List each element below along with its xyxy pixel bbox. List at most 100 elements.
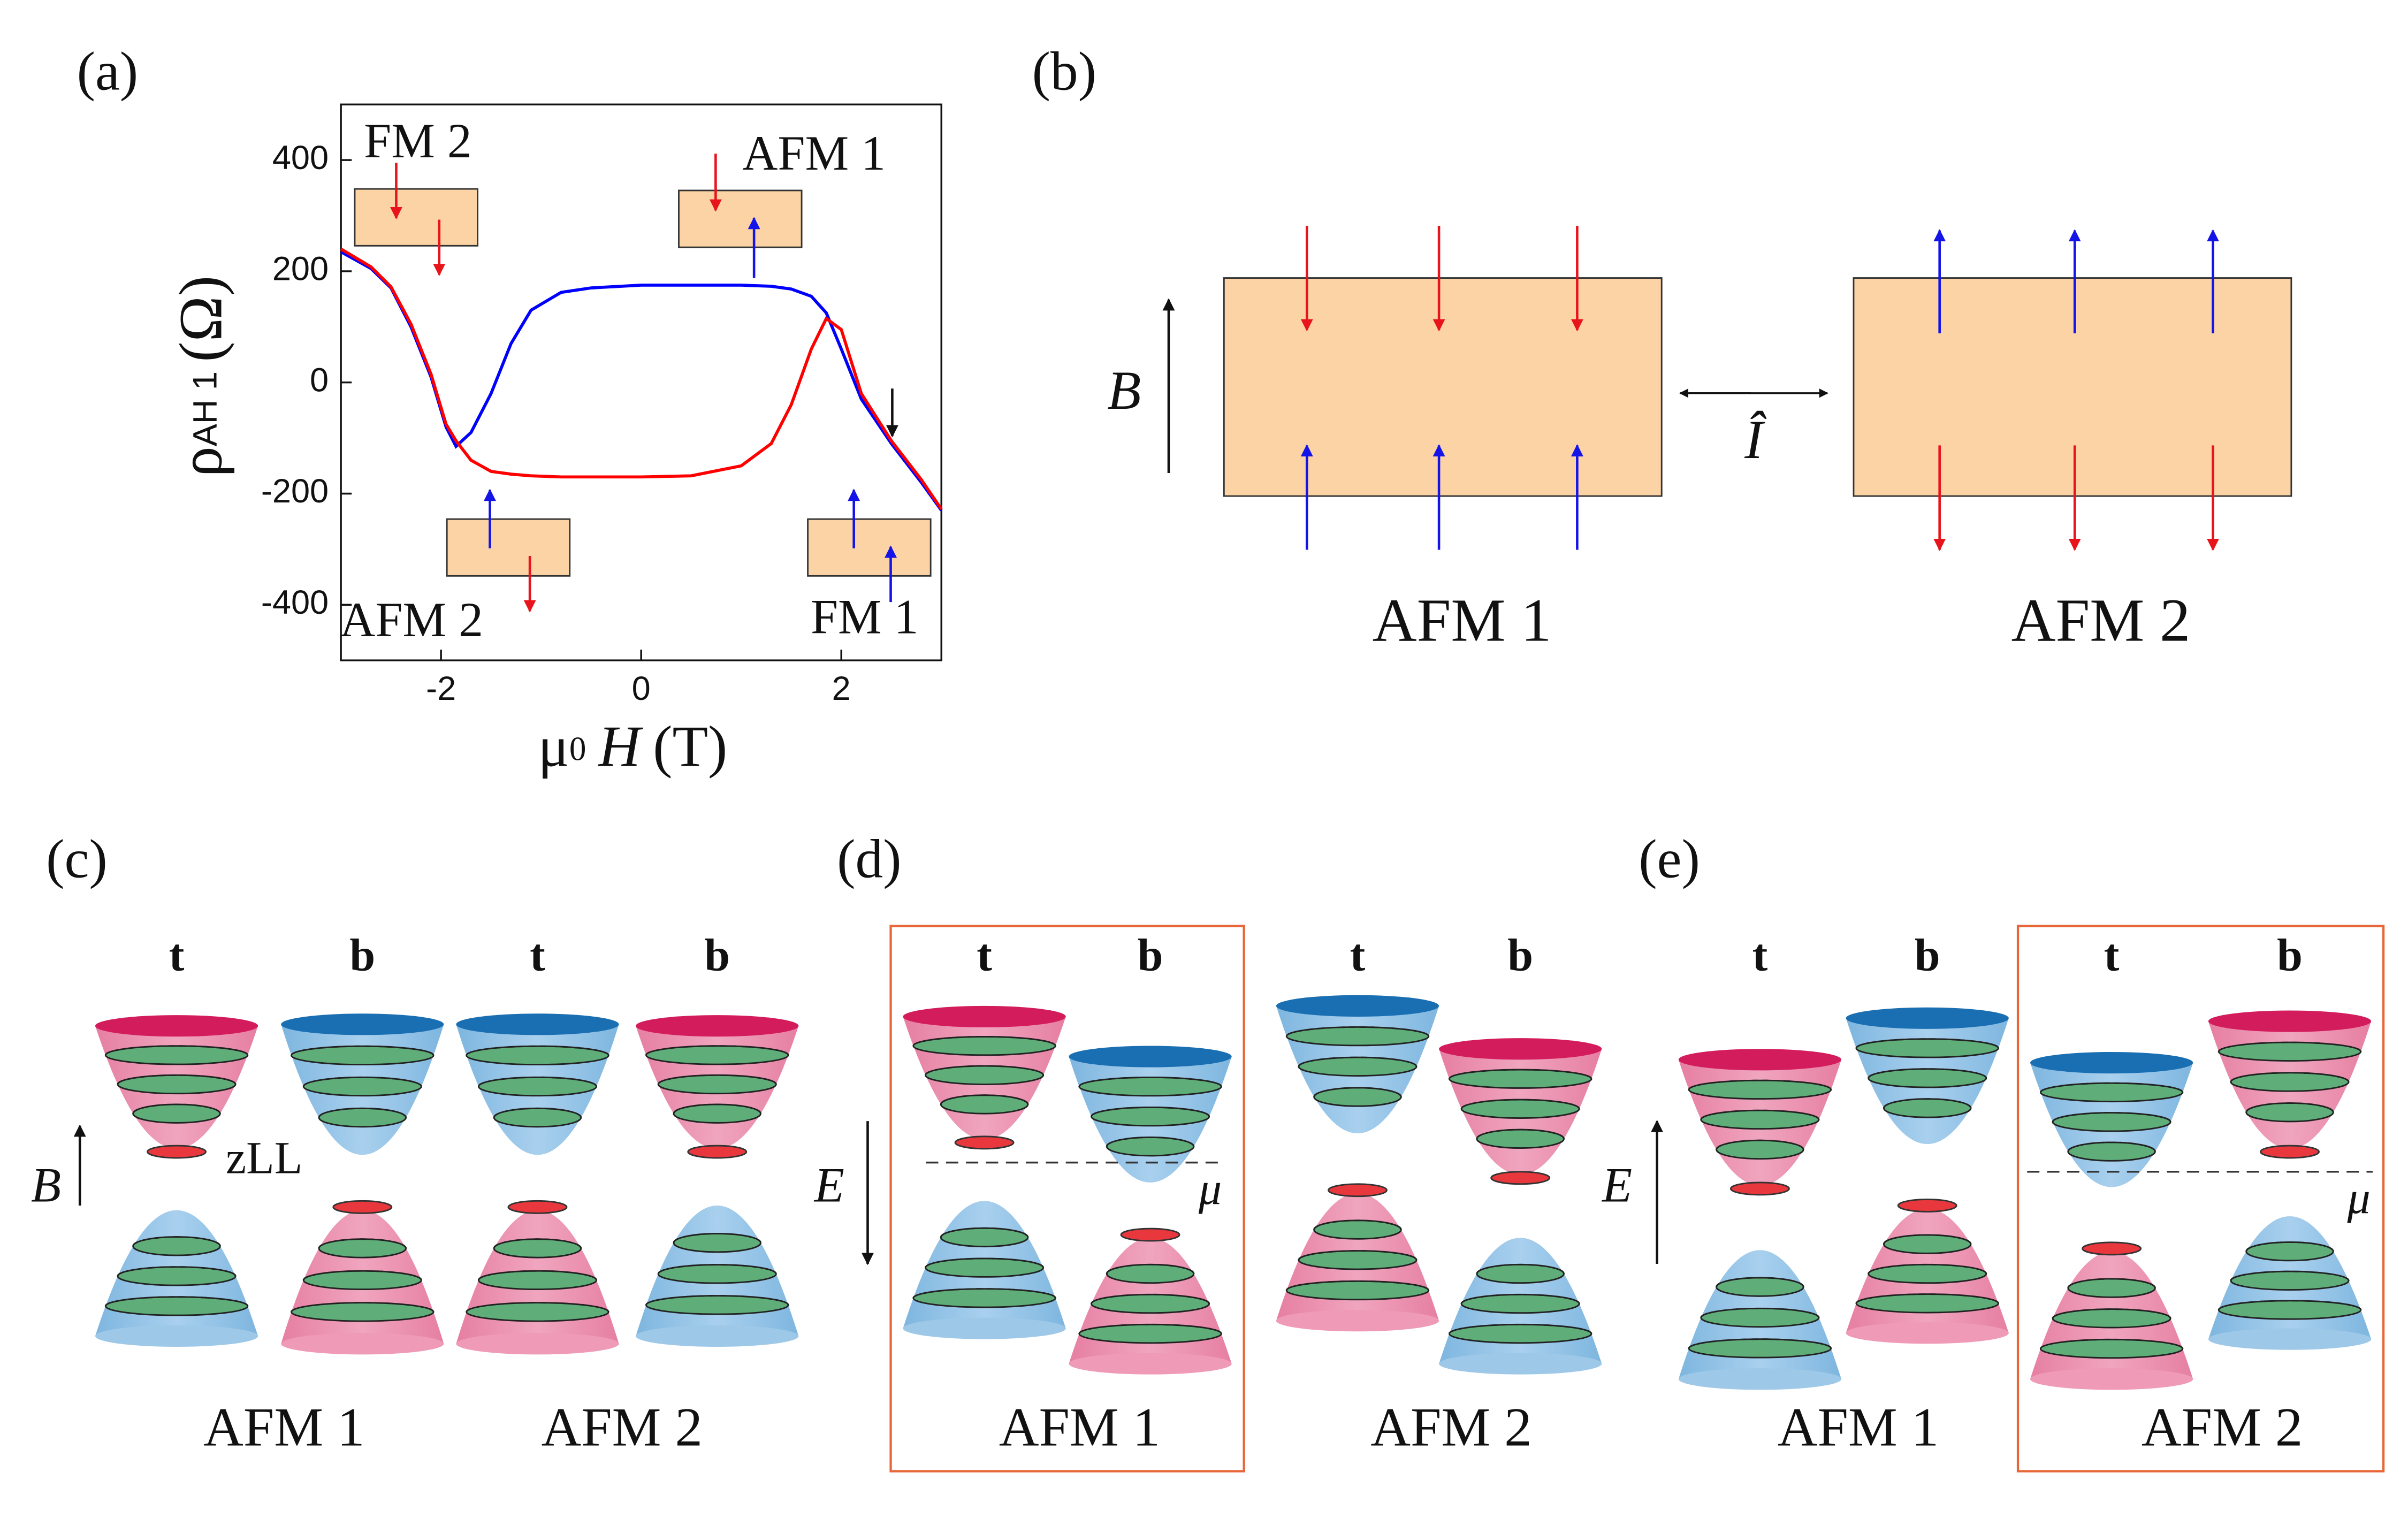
sample-box — [1223, 277, 1663, 497]
label: t — [2104, 929, 2120, 981]
label: b — [1915, 929, 1940, 981]
cone-base — [1276, 1310, 1439, 1332]
data-line — [340, 247, 943, 510]
landau-level-back — [2245, 1102, 2334, 1112]
landau-level-back — [1883, 1098, 1972, 1109]
highlight-box — [2016, 925, 2385, 1473]
landau-level-back — [1313, 1087, 1402, 1097]
landau-level-back — [318, 1238, 407, 1249]
x-axis-label-part: H — [597, 714, 643, 779]
cone-base — [1678, 1368, 1842, 1390]
y-tick-label: 200 — [272, 250, 329, 288]
label: t — [1350, 929, 1366, 981]
zero-landau-level — [2082, 1241, 2142, 1256]
plot-frame — [340, 103, 942, 661]
landau-level-back — [673, 1233, 761, 1243]
label: AFM 2 — [2142, 1397, 2303, 1458]
landau-level — [1868, 1263, 1987, 1284]
zero-landau-level — [2260, 1145, 2320, 1159]
cone-cap — [1276, 995, 1439, 1017]
label: AFM 2 — [542, 1397, 703, 1458]
zero-landau-level — [1490, 1171, 1551, 1185]
landau-level-back — [1106, 1137, 1195, 1147]
zero-landau-level — [954, 1135, 1015, 1150]
cone-base — [903, 1317, 1066, 1339]
landau-level-back — [1106, 1263, 1195, 1274]
landau-level-back — [1313, 1219, 1402, 1230]
landau-level-back — [1883, 1234, 1972, 1245]
landau-level-back — [940, 1094, 1029, 1105]
label: b — [704, 929, 730, 981]
label: (a) — [77, 41, 139, 102]
cone-base — [1069, 1353, 1232, 1375]
label: B — [1107, 360, 1141, 421]
sample-box — [354, 188, 478, 247]
highlight-box — [889, 925, 1245, 1473]
label: AFM 1 — [1778, 1397, 1939, 1458]
landau-level-back — [1476, 1263, 1565, 1274]
landau-level-back — [1716, 1139, 1804, 1150]
label: (d) — [837, 829, 901, 890]
cone-base — [1846, 1322, 2009, 1344]
cone-base — [2208, 1328, 2372, 1350]
label: AFM 2 — [2011, 586, 2191, 654]
landau-level-back — [1476, 1128, 1565, 1139]
label: t — [169, 929, 185, 981]
sample-box — [678, 189, 803, 248]
cone-base — [281, 1333, 444, 1355]
label: b — [1138, 929, 1163, 981]
cone-cap — [456, 1013, 619, 1035]
data-line — [340, 250, 943, 512]
landau-level-back — [1716, 1277, 1804, 1287]
landau-level-back — [940, 1227, 1029, 1238]
y-tick-label: -400 — [261, 584, 329, 621]
label: μ — [1198, 1163, 1222, 1214]
zero-landau-level — [687, 1145, 748, 1159]
label: μ — [2347, 1172, 2371, 1223]
x-tick-label: -2 — [426, 670, 456, 707]
cone-cap — [1439, 1038, 1602, 1060]
zero-landau-level — [147, 1145, 207, 1159]
x-axis-label-part: 0 — [569, 730, 586, 768]
cone-cap — [2208, 1010, 2372, 1032]
y-axis-label-part: (Ω) — [167, 276, 235, 362]
y-tick-label: 400 — [272, 139, 329, 177]
cone-base — [456, 1333, 619, 1355]
label: B — [31, 1157, 61, 1212]
y-tick-label: -200 — [261, 472, 329, 510]
zero-landau-level — [507, 1200, 568, 1214]
x-tick-label: 2 — [832, 670, 851, 707]
landau-level-back — [2067, 1141, 2156, 1152]
label: E — [813, 1157, 844, 1212]
label: b — [1507, 929, 1533, 981]
label: zLL — [226, 1132, 302, 1183]
zero-landau-level — [1120, 1227, 1180, 1242]
landau-level-back — [132, 1236, 221, 1247]
label: AFM 1 — [1373, 586, 1552, 654]
cone-cap — [2030, 1051, 2193, 1074]
cone-base — [1439, 1353, 1602, 1375]
label: AFM 1 — [999, 1397, 1160, 1458]
label: t — [977, 929, 992, 981]
y-tick-label: 0 — [310, 361, 329, 399]
sample-box — [446, 518, 571, 577]
sample-box — [807, 518, 932, 577]
cone-cap — [1678, 1049, 1842, 1071]
y-axis-label: ρAH 1 (Ω) — [167, 276, 235, 477]
label: (e) — [1639, 829, 1700, 890]
cone-base — [2030, 1368, 2193, 1390]
y-axis-label-part: ρ — [167, 446, 235, 477]
label: t — [530, 929, 545, 981]
label: t — [1752, 929, 1768, 981]
x-axis-label: μ0 H (T) — [538, 714, 727, 779]
sample-box — [1853, 277, 2292, 497]
cone-cap — [1069, 1046, 1232, 1068]
landau-level-back — [318, 1107, 407, 1118]
zero-landau-level — [1897, 1199, 1957, 1213]
label: (b) — [1032, 41, 1096, 102]
x-axis-label-part: (T) — [653, 714, 727, 779]
label: AFM 1 — [203, 1397, 364, 1458]
landau-level-back — [493, 1107, 582, 1118]
label: E — [1601, 1157, 1632, 1212]
